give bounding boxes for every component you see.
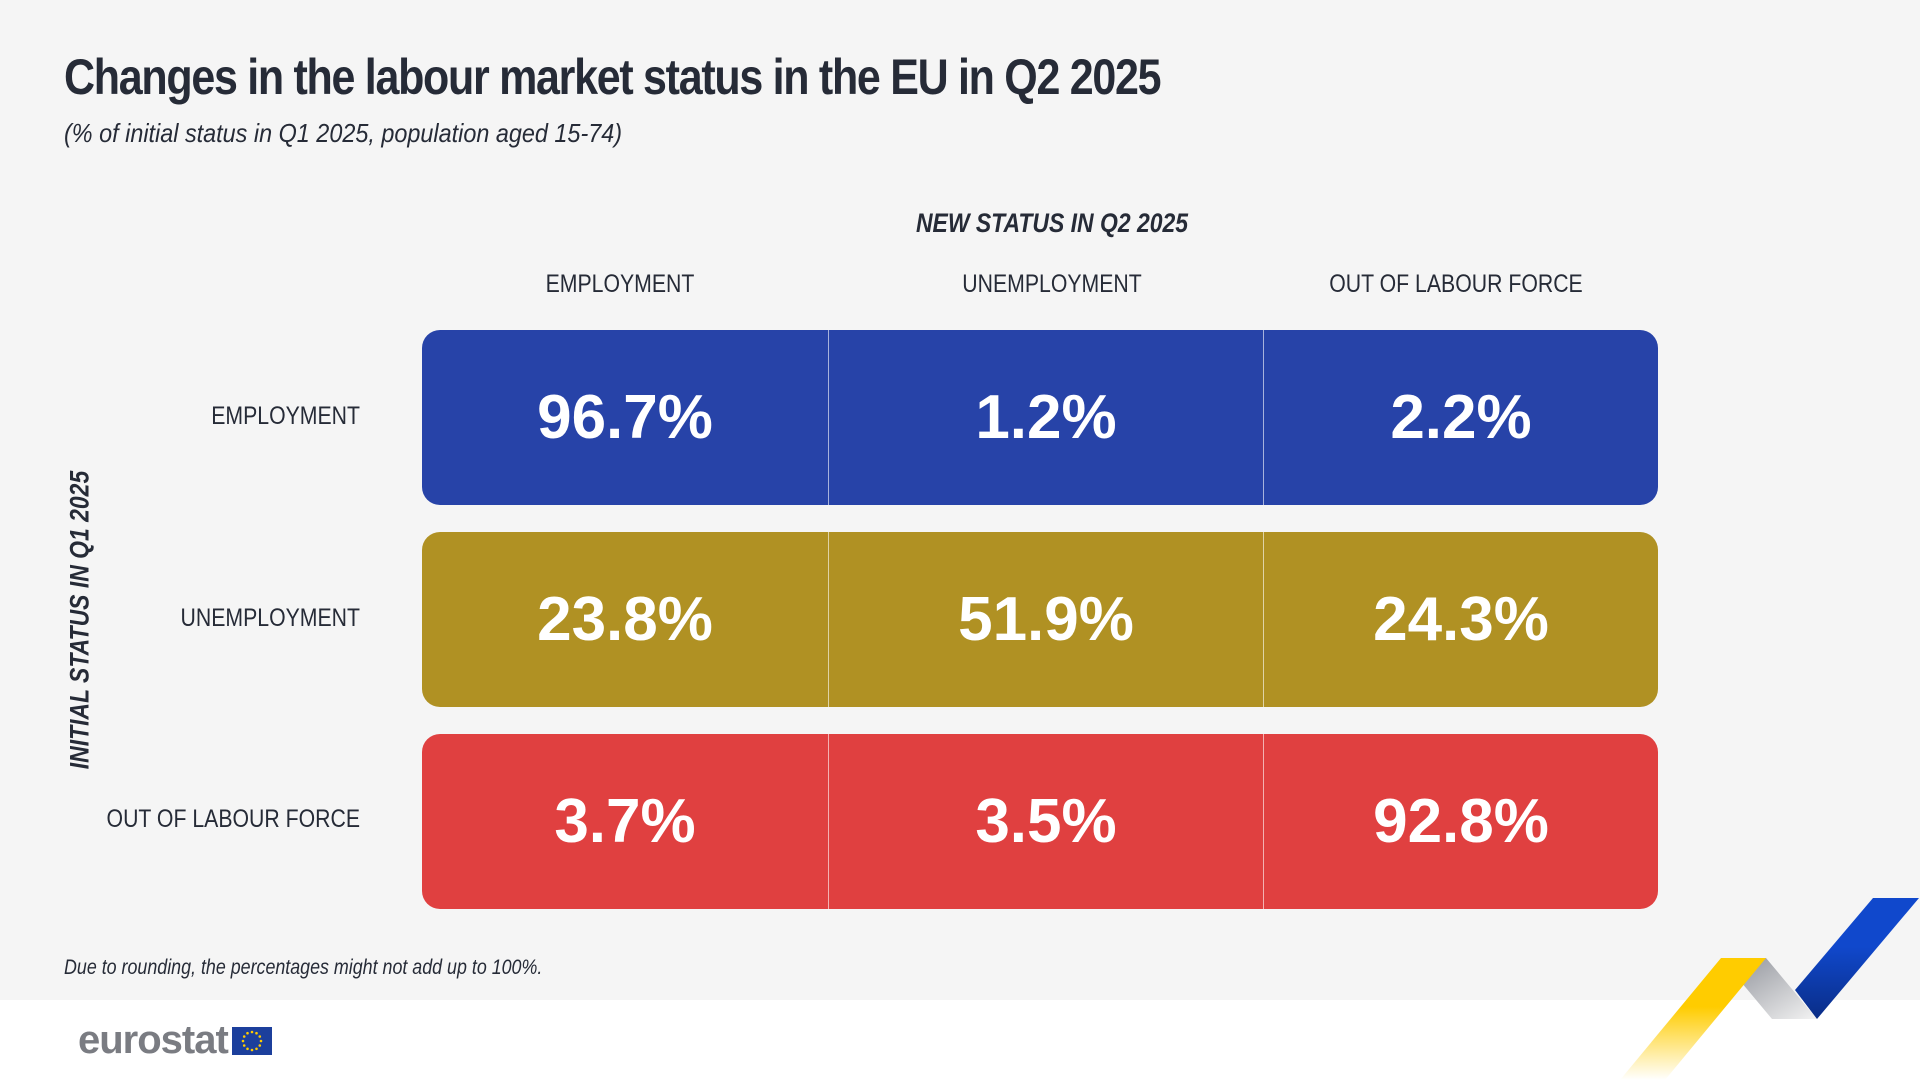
eu-star bbox=[255, 1031, 258, 1035]
cell-value: 1.2% bbox=[828, 330, 1263, 505]
decorative-ribbon bbox=[1620, 898, 1919, 1080]
cell-value: 24.3% bbox=[1263, 532, 1658, 707]
row-header-employment: EMPLOYMENT bbox=[211, 402, 360, 430]
cell-value: 23.8% bbox=[537, 585, 713, 654]
row-header-unemployment: UNEMPLOYMENT bbox=[180, 604, 360, 632]
column-header-employment: EMPLOYMENT bbox=[545, 270, 695, 298]
eu-star bbox=[242, 1034, 246, 1038]
eurostat-logo: eurostat bbox=[78, 1018, 272, 1063]
logo-text: eurostat bbox=[78, 1018, 229, 1062]
ribbon-blue bbox=[1795, 898, 1919, 1019]
eu-star bbox=[255, 1046, 258, 1050]
cell-value: 3.7% bbox=[554, 787, 696, 856]
footnote: Due to rounding, the percentages might n… bbox=[64, 956, 543, 979]
column-header-unemployment: UNEMPLOYMENT bbox=[962, 270, 1142, 298]
eu-star bbox=[258, 1034, 261, 1038]
eu-star bbox=[250, 1030, 254, 1033]
eu-star bbox=[258, 1043, 261, 1047]
chart-title: Changes in the labour market status in t… bbox=[64, 49, 1162, 105]
eu-flag-icon bbox=[231, 1026, 272, 1055]
ribbon-yellow bbox=[1620, 958, 1766, 1080]
cell-value: 96.7% bbox=[537, 383, 713, 452]
eu-star bbox=[241, 1039, 245, 1042]
cell-value: 51.9% bbox=[828, 532, 1263, 707]
column-group-label: NEW STATUS IN Q2 2025 bbox=[915, 208, 1189, 238]
cell-value: 3.5% bbox=[828, 734, 1263, 909]
eu-star bbox=[250, 1048, 254, 1051]
row-out-of-labour-force: 3.7% 3.5% 92.8% bbox=[422, 734, 1658, 909]
cell-value: 2.2% bbox=[1263, 330, 1658, 505]
chart-subtitle: (% of initial status in Q1 2025, populat… bbox=[64, 118, 623, 148]
eu-star bbox=[259, 1039, 263, 1042]
cell-value: 92.8% bbox=[1263, 734, 1658, 909]
row-header-out-of-labour-force: OUT OF LABOUR FORCE bbox=[106, 805, 361, 833]
eu-star bbox=[246, 1031, 249, 1035]
column-header-out-of-labour-force: OUT OF LABOUR FORCE bbox=[1329, 270, 1583, 298]
row-unemployment: 23.8% 51.9% 24.3% bbox=[422, 532, 1658, 707]
row-employment: 96.7% 1.2% 2.2% bbox=[422, 330, 1658, 505]
eu-star bbox=[242, 1043, 246, 1047]
eu-star bbox=[246, 1046, 249, 1050]
